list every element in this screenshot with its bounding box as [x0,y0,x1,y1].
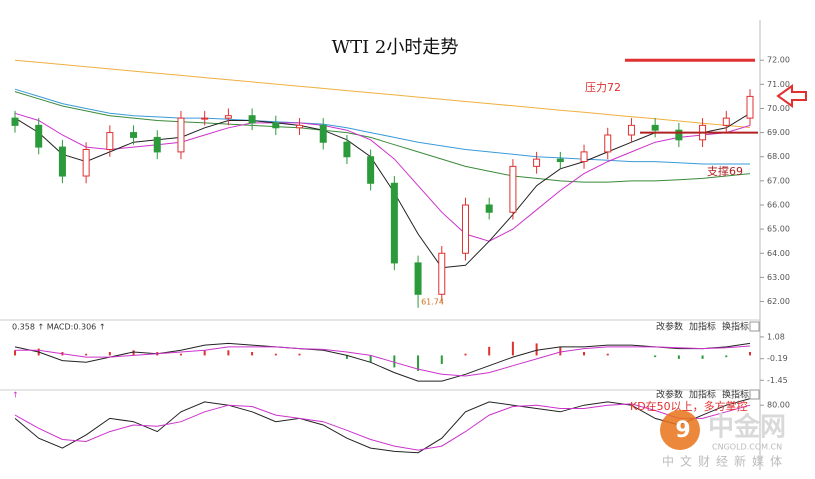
candle-body [675,129,683,141]
candle-body [296,124,304,129]
candle-body [485,204,493,213]
indicator-label: ↑ [12,391,19,400]
y-tick-label: 72.00 [767,56,790,65]
toolbar-button[interactable]: 改参数 [656,321,683,333]
indicator-line [14,91,751,183]
indicator-line [14,59,751,128]
kd-annotation: KD在50以上，多方掌控 [630,399,748,413]
candle-body [509,165,517,213]
chart-title: WTI 2小时走势 [332,37,459,58]
candle-body [224,115,232,119]
y-tick-label: 68.00 [767,152,790,161]
y-tick-label: 1.08 [767,332,785,341]
candle-body [58,146,66,177]
toolbar-button[interactable]: 换指标 [722,321,749,333]
indicator-line [14,112,751,269]
candle-body [343,141,351,158]
candle-body [722,117,730,126]
candle-body [272,122,280,129]
y-tick-label: 65.00 [767,225,790,234]
candle-body [390,182,398,264]
y-tick-label: 69.00 [767,128,790,137]
close-button[interactable] [749,389,760,400]
indicator-line [15,345,751,377]
candle-body [319,124,327,143]
y-tick-label: 62.00 [767,297,790,306]
candle-body [201,117,209,120]
y-tick-label: 63.00 [767,273,790,282]
indicator-line [14,88,750,165]
logo-mark: 9 [675,418,690,443]
candle-body [604,134,612,153]
y-tick-label: 71.00 [767,80,790,89]
logo [660,410,700,450]
arrow-icon [776,84,807,108]
candle-body [153,136,161,153]
toolbar-button[interactable]: 改参数 [656,389,683,401]
toolbar-button[interactable]: 换指标 [722,389,749,401]
candle-body [533,158,541,167]
y-tick-label: 67.00 [767,176,790,185]
candle-body [651,124,659,131]
watermark-slogan: 中文财经新媒体 [662,454,788,469]
candle-body [11,117,19,126]
candle-body [414,262,422,295]
y-tick-label: 80.00 [767,401,790,410]
candle-body [82,148,90,177]
candle-body [746,95,754,119]
indicator-line [14,342,751,382]
watermark-site: CNGOLD.COM.CN [712,443,782,452]
close-button[interactable] [749,321,760,332]
y-tick-label: -0.19 [767,354,788,363]
candle-body [248,115,256,124]
indicator-line [14,112,751,242]
resistance-label: 压力72 [585,81,621,94]
candle-body [627,124,635,136]
candle-body [367,156,375,184]
candle-body [35,124,43,148]
candle-body [580,151,588,163]
toolbar-button[interactable]: 加指标 [689,321,716,333]
indicator-line [14,398,751,454]
indicator-line [14,403,751,451]
toolbar-button[interactable]: 加指标 [689,389,716,401]
candle-body [556,158,564,163]
y-tick-label: 70.00 [767,104,790,113]
y-tick-label: -1.45 [767,376,788,385]
candle-body [438,252,446,295]
watermark: 9 中金网 CNGOLD.COM.CN 中文财经新媒体 [660,410,788,469]
candle-body [461,204,469,254]
support-label: 支撑69 [707,164,743,178]
y-tick-label: 64.00 [767,249,790,258]
y-tick-label: 66.00 [767,200,790,209]
candle-body [106,132,114,150]
low-label: 61.74 [421,297,444,306]
indicator-label: 0.358 ↑ MACD:0.306 ↑ [12,323,106,332]
candle-body [130,132,138,138]
watermark-name: 中金网 [708,412,786,443]
candle-body [177,117,185,153]
